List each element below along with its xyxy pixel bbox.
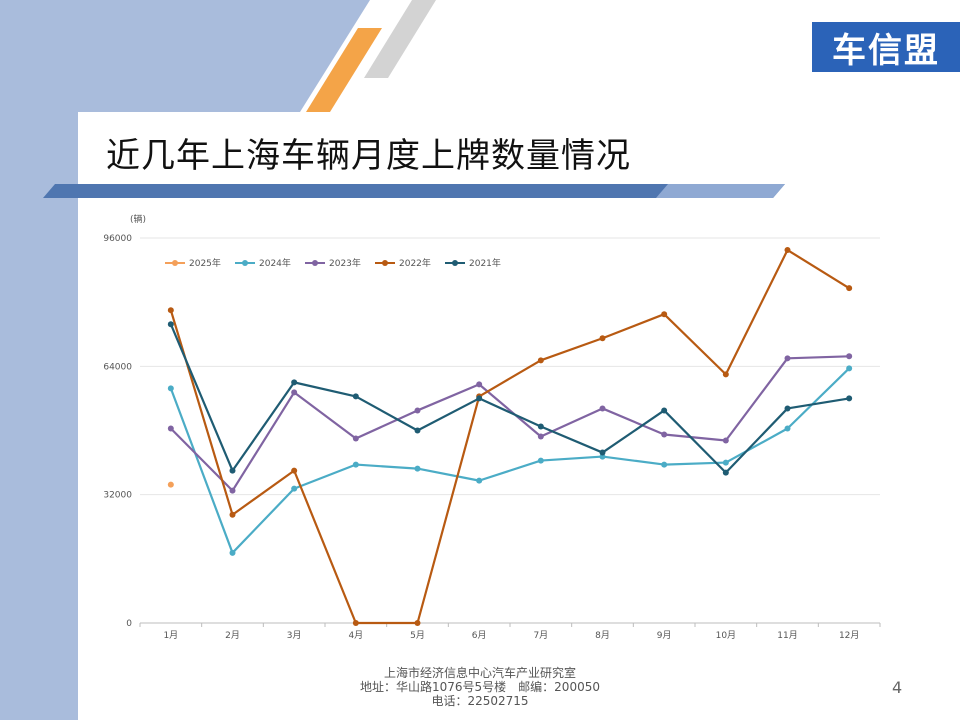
brand-logo: 车信盟	[812, 22, 960, 72]
legend-marker	[382, 260, 388, 266]
data-point	[414, 407, 421, 414]
x-tick-label: 6月	[472, 630, 487, 641]
grid-lines	[140, 237, 880, 624]
data-point	[599, 449, 606, 456]
data-point	[229, 467, 236, 474]
data-point	[722, 437, 729, 444]
data-point	[784, 405, 791, 412]
footer-phone: 电话：22502715	[431, 694, 529, 708]
data-point	[167, 425, 174, 432]
data-point	[846, 395, 853, 402]
legend-label: 2022年	[399, 257, 431, 269]
x-tick-label: 3月	[287, 630, 302, 641]
data-point	[784, 247, 791, 254]
footer-address: 地址：华山路1076号5号楼 邮编：200050	[360, 680, 600, 694]
series-line-1	[169, 367, 850, 554]
data-point	[661, 431, 668, 438]
data-point	[352, 435, 359, 442]
x-tick-label: 4月	[348, 630, 363, 641]
series-line-4	[169, 323, 850, 474]
data-point	[414, 465, 421, 472]
data-point	[722, 459, 729, 466]
x-tick-label: 1月	[163, 630, 178, 641]
legend-label: 2021年	[469, 257, 501, 269]
data-point	[352, 393, 359, 400]
data-point	[167, 481, 174, 488]
legend-marker	[452, 260, 458, 266]
data-point	[537, 457, 544, 464]
data-point	[476, 395, 483, 402]
data-point	[414, 427, 421, 434]
data-point	[476, 477, 483, 484]
series-lines	[167, 247, 853, 626]
y-tick-label: 0	[126, 619, 132, 629]
legend-label: 2024年	[259, 257, 291, 269]
data-point	[229, 511, 236, 518]
title-underline-accent	[656, 184, 785, 198]
data-point	[167, 385, 174, 392]
data-point	[476, 381, 483, 388]
data-point	[722, 469, 729, 476]
data-point	[846, 285, 853, 292]
data-point	[784, 425, 791, 432]
orange-stripe	[306, 28, 382, 112]
line-chart: (辆) 0 32000 64000 96000 1月 2月 3月 4月 5月 6月 7月 8月 9月 10…	[103, 213, 881, 641]
data-point	[722, 371, 729, 378]
data-point	[599, 405, 606, 412]
series-line-2	[170, 355, 850, 492]
data-point	[167, 307, 174, 314]
data-point	[661, 461, 668, 468]
data-point	[352, 620, 359, 626]
data-point	[291, 485, 298, 492]
x-tick-label: 11月	[777, 630, 797, 641]
legend: 2025年 2024年 2023年 2022年 2021年	[165, 257, 501, 269]
footer-info: 上海市经济信息中心汽车产业研究室 地址：华山路1076号5号楼 邮编：20005…	[300, 666, 660, 708]
legend-marker	[312, 260, 318, 266]
grey-stripe	[364, 0, 436, 78]
data-point	[229, 549, 236, 556]
slide-title: 近几年上海车辆月度上牌数量情况	[106, 136, 631, 176]
data-point	[661, 407, 668, 414]
x-tick-label: 9月	[657, 630, 672, 641]
data-point	[846, 365, 853, 372]
data-point	[291, 389, 298, 396]
data-point	[291, 467, 298, 474]
data-point	[352, 461, 359, 468]
footer-org: 上海市经济信息中心汽车产业研究室	[383, 666, 576, 680]
data-point	[661, 311, 668, 318]
y-tick-label: 96000	[103, 234, 132, 244]
x-tick-label: 5月	[410, 630, 425, 641]
page-number: 4	[892, 678, 903, 697]
x-tick-label: 12月	[839, 630, 859, 641]
side-band	[0, 0, 78, 720]
series-line-3	[169, 248, 850, 625]
data-point	[846, 353, 853, 360]
x-tick-label: 7月	[533, 630, 548, 641]
y-tick-label: 32000	[103, 491, 132, 501]
legend-label: 2023年	[329, 257, 361, 269]
top-band	[0, 0, 370, 112]
data-point	[537, 423, 544, 430]
title-underline-bar	[43, 184, 785, 198]
x-tick-label: 10月	[716, 630, 736, 641]
data-point	[784, 355, 791, 362]
y-unit-label: (辆)	[130, 213, 146, 225]
data-point	[599, 335, 606, 342]
data-point	[414, 620, 421, 626]
data-point	[167, 321, 174, 328]
legend-marker	[242, 260, 248, 266]
legend-marker	[172, 260, 178, 266]
y-tick-label: 64000	[103, 362, 132, 372]
legend-label: 2025年	[189, 257, 221, 269]
x-tick-label: 2月	[225, 630, 240, 641]
x-tick-label: 8月	[595, 630, 610, 641]
data-point	[537, 433, 544, 440]
data-point	[537, 357, 544, 364]
data-point	[291, 379, 298, 386]
axes: 0 32000 64000 96000 1月 2月 3月 4月 5月 6月 7月 8月 9月 10月 11月…	[103, 234, 881, 641]
data-point	[229, 487, 236, 494]
